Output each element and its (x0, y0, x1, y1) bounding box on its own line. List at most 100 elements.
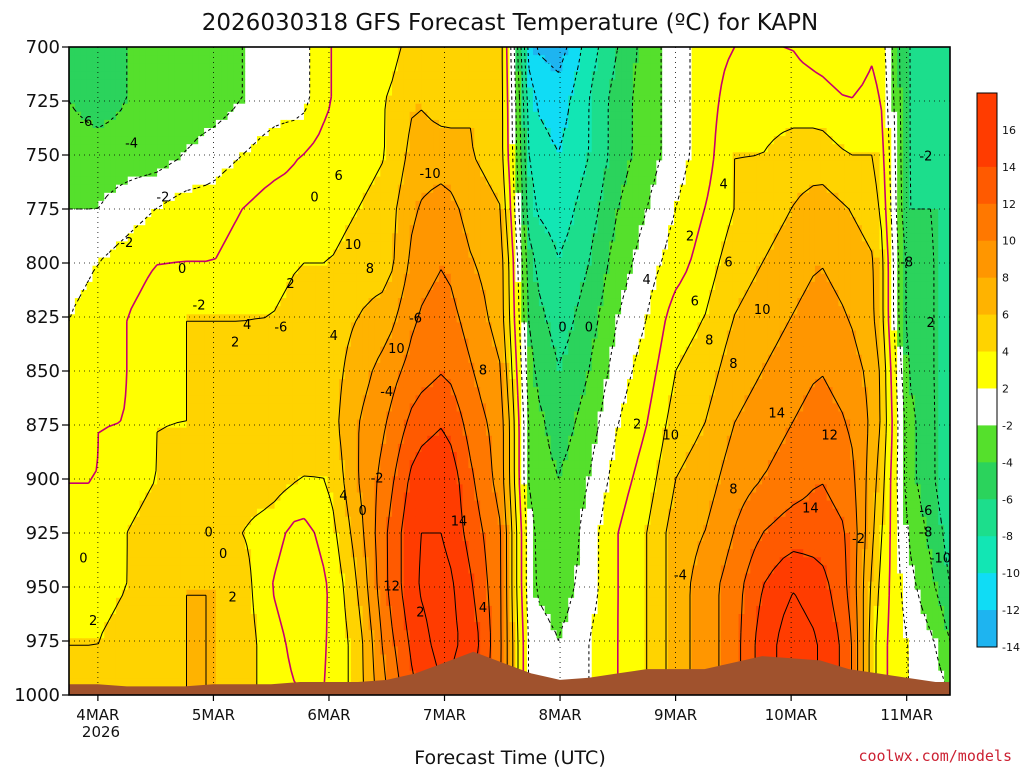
field-cell (157, 200, 164, 210)
field-cell (468, 87, 475, 97)
field-cell (69, 111, 76, 121)
field-cell (527, 160, 534, 170)
field-cell (914, 192, 922, 202)
field-cell (86, 184, 94, 194)
field-cell (544, 55, 552, 64)
field-cell (673, 273, 681, 283)
field-cell (720, 136, 728, 145)
field-cell (632, 103, 640, 113)
field-cell (491, 241, 499, 251)
field-cell (685, 47, 693, 56)
field-cell (562, 233, 569, 242)
field-cell (403, 55, 411, 64)
field-cell (832, 63, 839, 72)
field-cell (415, 103, 422, 113)
field-cell (750, 306, 757, 315)
field-cell (262, 306, 270, 315)
field-cell (168, 200, 176, 210)
field-cell (809, 265, 816, 275)
field-cell (926, 152, 933, 161)
field-cell (198, 87, 205, 97)
field-cell (609, 192, 616, 202)
field-cell (668, 257, 675, 267)
field-cell (856, 144, 863, 153)
field-cell (791, 95, 798, 105)
field-cell (814, 217, 822, 226)
field-cell (480, 152, 487, 161)
field-cell (104, 281, 111, 291)
field-cell (133, 47, 141, 56)
field-cell (86, 168, 94, 178)
field-cell (74, 119, 82, 129)
field-cell (903, 200, 910, 210)
field-cell (703, 273, 710, 283)
field-cell (168, 217, 176, 226)
field-cell (392, 55, 399, 64)
field-cell (538, 152, 546, 161)
field-cell (433, 168, 440, 178)
field-cell (286, 63, 293, 72)
field-cell (844, 209, 851, 218)
field-cell (403, 217, 411, 226)
field-cell (127, 128, 135, 137)
field-cell (632, 71, 640, 80)
field-cell (732, 241, 740, 251)
field-cell (574, 136, 581, 145)
field-cell (585, 200, 593, 210)
field-cell (914, 273, 922, 283)
field-cell (462, 63, 469, 72)
field-cell (151, 257, 158, 267)
field-cell (521, 249, 528, 259)
field-cell (856, 63, 863, 72)
field-cell (550, 192, 558, 202)
field-cell (885, 200, 892, 210)
field-cell (362, 225, 370, 234)
field-cell (215, 160, 223, 170)
field-cell (468, 144, 475, 153)
field-cell (174, 273, 182, 283)
field-cell (914, 241, 922, 251)
field-cell (486, 103, 493, 113)
field-cell (779, 257, 787, 267)
field-cell (515, 136, 522, 145)
field-cell (773, 136, 781, 145)
field-cell (544, 209, 552, 218)
field-cell (215, 111, 223, 121)
field-cell (315, 241, 323, 251)
field-cell (491, 306, 499, 315)
field-cell (932, 111, 939, 121)
field-cell (615, 103, 622, 113)
field-cell (574, 111, 581, 121)
field-cell (403, 63, 411, 72)
field-cell (920, 176, 928, 186)
field-cell (914, 128, 922, 137)
field-cell (174, 290, 182, 299)
field-cell (803, 152, 810, 161)
field-cell (356, 192, 364, 202)
field-cell (98, 95, 105, 105)
field-cell (527, 128, 534, 137)
field-cell (838, 200, 845, 210)
field-cell (603, 233, 610, 242)
field-cell (638, 71, 646, 80)
field-cell (497, 192, 505, 202)
field-cell (938, 176, 945, 186)
field-cell (691, 298, 699, 307)
field-cell (914, 144, 922, 153)
field-cell (809, 79, 816, 89)
field-cell (691, 47, 699, 56)
field-cell (80, 249, 88, 259)
field-cell (480, 136, 487, 145)
field-cell (403, 192, 411, 202)
field-cell (662, 160, 669, 170)
field-cell (456, 200, 464, 210)
field-cell (738, 144, 746, 153)
field-cell (691, 257, 699, 267)
field-cell (773, 225, 781, 234)
field-cell (409, 152, 417, 161)
field-cell (168, 233, 176, 242)
field-cell (450, 87, 458, 97)
field-cell (568, 144, 575, 153)
field-cell (350, 298, 358, 307)
field-cell (339, 225, 346, 234)
